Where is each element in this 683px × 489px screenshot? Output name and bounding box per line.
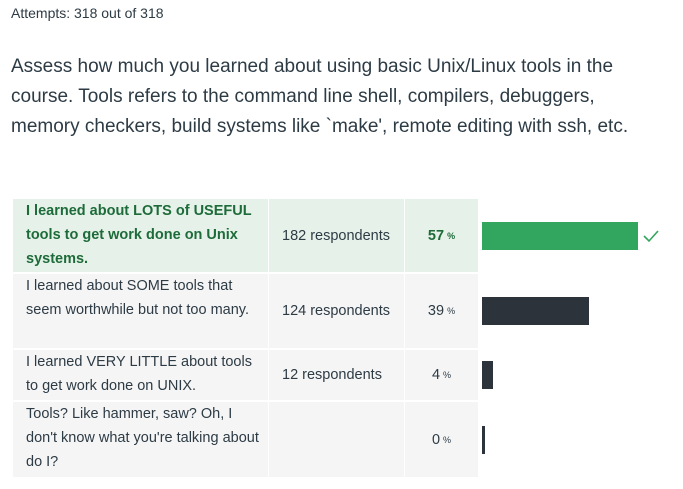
answer-bar (482, 361, 493, 389)
checkmark-icon (643, 230, 659, 243)
percent-sign: % (447, 230, 456, 241)
answer-bar-track (482, 350, 642, 400)
answer-bar-track (482, 274, 642, 348)
percent-value: 4 (431, 367, 441, 383)
percent-value: 57 (427, 227, 445, 244)
answer-row-3: I learned VERY LITTLE about tools to get… (13, 350, 683, 400)
answer-text: Tools? Like hammer, saw? Oh, I don't kno… (13, 402, 268, 477)
answer-bar-track (482, 199, 642, 272)
answer-row-4: Tools? Like hammer, saw? Oh, I don't kno… (13, 402, 683, 477)
respondents-count (269, 402, 404, 477)
answer-bar (482, 297, 589, 325)
percent-sign: % (447, 306, 456, 316)
question-text: Assess how much you learned about using … (11, 56, 629, 137)
percent-sign: % (443, 370, 452, 380)
attempts-count: Attempts: 318 out of 318 (11, 5, 164, 21)
answer-bar-track (482, 402, 642, 477)
percent-sign: % (443, 434, 452, 445)
answer-text: I learned about SOME tools that seem wor… (13, 274, 268, 348)
answer-percent: 39% (405, 274, 478, 348)
answer-row-1: I learned about LOTS of USEFUL tools to … (13, 199, 683, 272)
respondents-count: 124 respondents (269, 274, 404, 348)
respondents-count: 12 respondents (269, 350, 404, 400)
answer-percent: 4% (405, 350, 478, 400)
percent-value: 0 (431, 431, 441, 448)
answer-percent: 57% (405, 199, 478, 272)
answer-bar (482, 221, 638, 250)
respondents-count: 182 respondents (269, 199, 404, 272)
answer-percent: 0% (405, 402, 478, 477)
percent-value: 39 (427, 303, 445, 319)
answer-row-2: I learned about SOME tools that seem wor… (13, 274, 683, 348)
answer-bar (482, 425, 485, 454)
answer-text: I learned about LOTS of USEFUL tools to … (13, 199, 268, 272)
answer-text: I learned VERY LITTLE about tools to get… (13, 350, 268, 400)
